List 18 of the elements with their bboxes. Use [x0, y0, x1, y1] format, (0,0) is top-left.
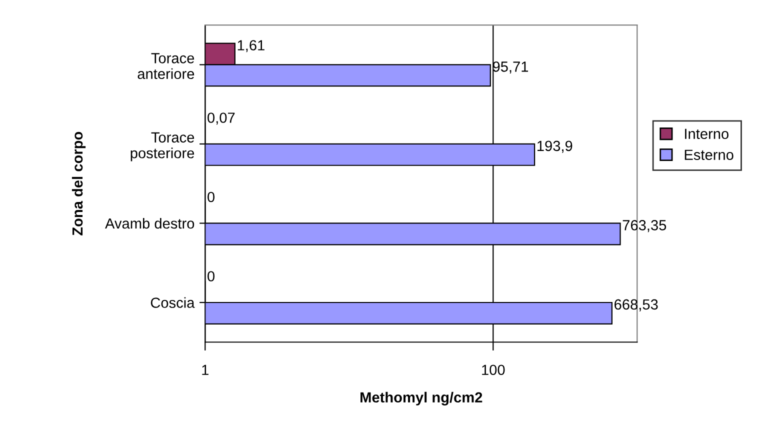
- y-tick-label: Coscia: [150, 297, 195, 308]
- text: 0: [208, 271, 215, 282]
- text: 0: [208, 192, 215, 202]
- data-label: 95,71: [492, 62, 528, 74]
- x-tick-label: 1: [202, 364, 208, 375]
- legend-label: Interno: [685, 128, 728, 140]
- legend-label: Esterno: [684, 150, 734, 160]
- data-label: 193,9: [538, 140, 572, 153]
- x-axis-title: Methomyl ng/cm2: [360, 392, 482, 406]
- x-tick-label: 100: [482, 364, 505, 376]
- y-axis-title: Zona del corpo: [72, 132, 86, 236]
- text: 0,07: [208, 112, 235, 125]
- data-label: 1,61: [238, 40, 264, 52]
- y-tick-label: Avamb destro: [105, 218, 194, 229]
- y-tick-label: Torace posteriore: [130, 132, 194, 162]
- data-label: 668,53: [614, 299, 658, 312]
- y-tick-label: Torace anteriore: [138, 53, 194, 80]
- data-label: 763,35: [622, 220, 666, 232]
